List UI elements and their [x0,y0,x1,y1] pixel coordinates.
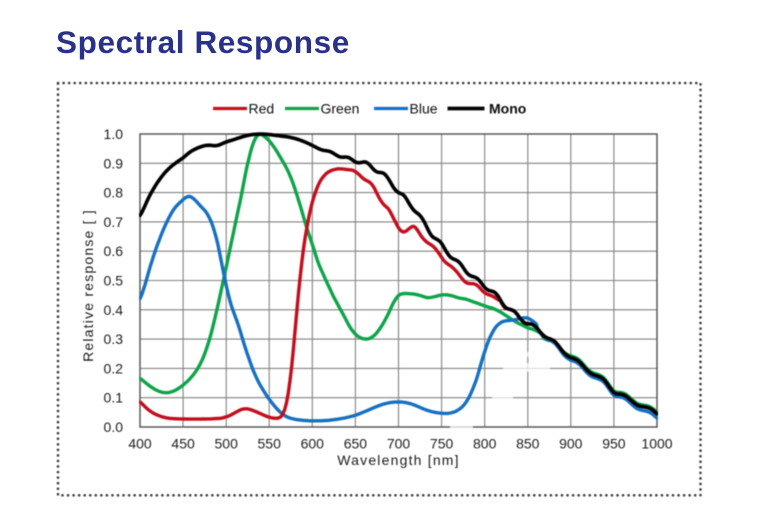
svg-text:1000: 1000 [641,436,672,452]
svg-text:1.0: 1.0 [104,126,124,142]
svg-text:550: 550 [258,436,282,452]
svg-text:0.5: 0.5 [104,273,124,289]
svg-text:0.8: 0.8 [104,185,124,201]
svg-text:0.0: 0.0 [104,419,124,435]
svg-text:Green: Green [321,101,360,117]
svg-text:0.3: 0.3 [104,331,124,347]
svg-text:400: 400 [128,436,152,452]
svg-text:950: 950 [602,436,626,452]
svg-text:800: 800 [473,436,497,452]
svg-text:0.9: 0.9 [104,155,124,171]
svg-text:Relative response [ ]: Relative response [ ] [80,209,96,362]
svg-text:0.6: 0.6 [104,243,124,259]
svg-text:900: 900 [559,436,583,452]
svg-text:650: 650 [344,436,368,452]
svg-text:0.1: 0.1 [104,390,124,406]
svg-text:600: 600 [301,436,325,452]
svg-text:Blue: Blue [410,101,438,117]
svg-text:700: 700 [387,436,411,452]
svg-text:500: 500 [215,436,239,452]
svg-text:0.2: 0.2 [104,360,124,376]
svg-text:Red: Red [249,101,275,117]
svg-text:Mono: Mono [489,101,526,117]
svg-text:0.4: 0.4 [104,302,124,318]
svg-text:450: 450 [171,436,195,452]
svg-text:850: 850 [516,436,540,452]
svg-text:0.7: 0.7 [104,214,124,230]
svg-text:750: 750 [430,436,454,452]
svg-text:Wavelength [nm]: Wavelength [nm] [337,452,460,468]
